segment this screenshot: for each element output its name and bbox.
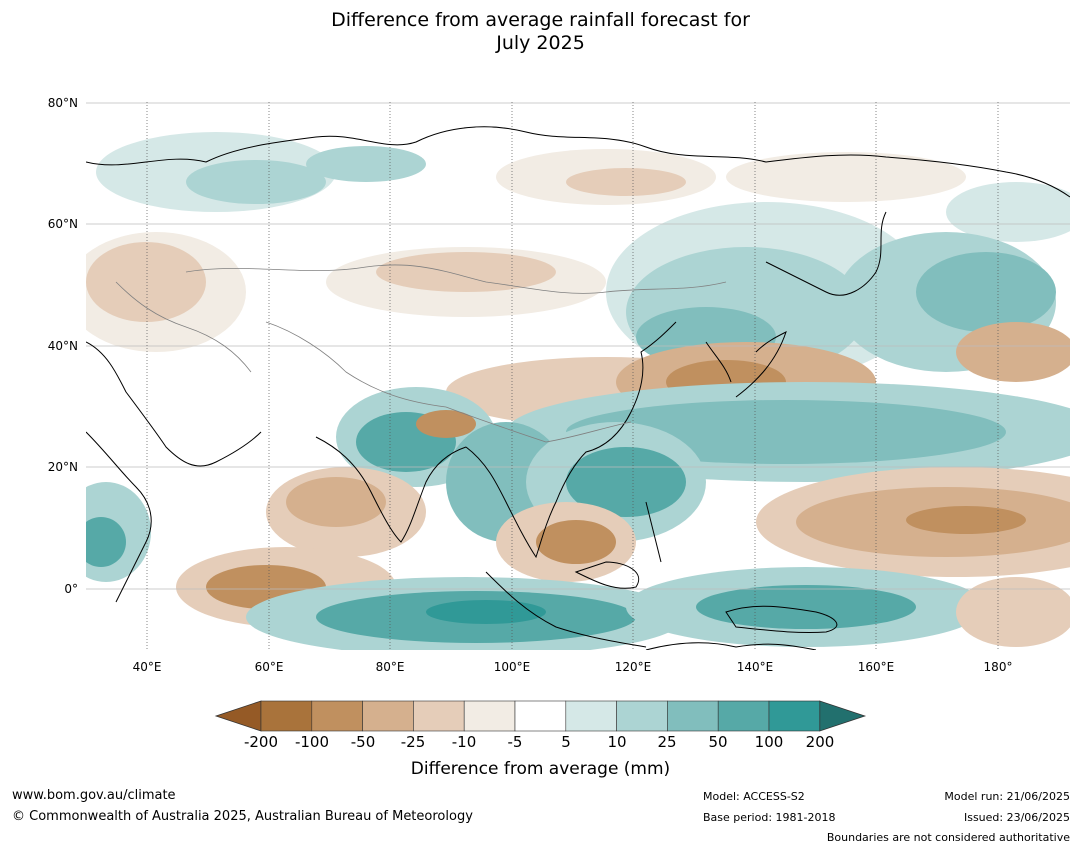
title-line-2: July 2025 bbox=[496, 32, 585, 54]
colorbar-segment bbox=[463, 700, 516, 732]
footer-model-run: Model run: 21/06/2025 bbox=[944, 790, 1070, 803]
colorbar-segment bbox=[514, 700, 567, 732]
legend-tick: 100 bbox=[754, 733, 784, 751]
colorbar-segment bbox=[768, 700, 821, 732]
lat-label-60n: 60°N bbox=[47, 217, 78, 231]
country-borders bbox=[115, 264, 727, 443]
lon-label-60e: 60°E bbox=[254, 660, 284, 674]
lon-label-80e: 80°E bbox=[375, 660, 405, 674]
colorbar-segment bbox=[362, 700, 414, 732]
colorbar-segment bbox=[616, 700, 668, 732]
legend-tick: -100 bbox=[294, 733, 330, 751]
colorbar-segment bbox=[311, 700, 363, 732]
legend-tick: 5 bbox=[561, 733, 571, 751]
legend-tick: -5 bbox=[507, 733, 523, 751]
footer-url[interactable]: www.bom.gov.au/climate bbox=[12, 788, 176, 803]
coastlines bbox=[86, 126, 1070, 650]
anomaly-shading bbox=[86, 132, 1070, 650]
colorbar-segment bbox=[565, 700, 617, 732]
footer-issued: Issued: 23/06/2025 bbox=[963, 811, 1070, 824]
colorbar-segment bbox=[413, 700, 465, 732]
lat-label-40n: 40°N bbox=[47, 339, 78, 353]
rainfall-anomaly-map bbox=[86, 102, 1070, 650]
legend-title: Difference from average (mm) bbox=[410, 759, 671, 779]
latitude-gridlines bbox=[86, 102, 1070, 590]
legend-tick: -10 bbox=[451, 733, 477, 751]
title-line-1: Difference from average rainfall forecas… bbox=[331, 9, 750, 31]
legend-tick: 10 bbox=[607, 733, 627, 751]
legend-tick: 25 bbox=[657, 733, 677, 751]
legend-tick: 200 bbox=[805, 733, 835, 751]
lat-label-20n: 20°N bbox=[47, 460, 78, 474]
lon-label-40e: 40°E bbox=[132, 660, 162, 674]
footer-copyright: © Commonwealth of Australia 2025, Austra… bbox=[12, 809, 473, 824]
legend-tick: -50 bbox=[350, 733, 376, 751]
footer-disclaimer: Boundaries are not considered authoritat… bbox=[826, 831, 1070, 844]
footer-base-period: Base period: 1981-2018 bbox=[703, 811, 836, 824]
legend-tick: -200 bbox=[243, 733, 279, 751]
footer-model: Model: ACCESS-S2 bbox=[703, 790, 805, 803]
colorbar-segments bbox=[214, 700, 867, 732]
lon-label-160e: 160°E bbox=[857, 660, 895, 674]
longitude-gridlines bbox=[146, 102, 999, 650]
lon-label-140e: 140°E bbox=[736, 660, 774, 674]
colorbar-extend-high bbox=[819, 700, 867, 732]
colorbar-segment bbox=[260, 700, 313, 732]
chart-title: Difference from average rainfall forecas… bbox=[0, 9, 1081, 55]
lat-label-80n: 80°N bbox=[47, 96, 78, 110]
lon-label-120e: 120°E bbox=[614, 660, 652, 674]
lon-label-180: 180° bbox=[983, 660, 1013, 674]
lat-label-0: 0° bbox=[64, 582, 78, 596]
legend-tick: -25 bbox=[400, 733, 426, 751]
colorbar-extend-low bbox=[214, 700, 262, 732]
colorbar-segment bbox=[667, 700, 719, 732]
lon-label-100e: 100°E bbox=[493, 660, 531, 674]
legend-tick: 50 bbox=[708, 733, 728, 751]
colorbar-segment bbox=[717, 700, 770, 732]
